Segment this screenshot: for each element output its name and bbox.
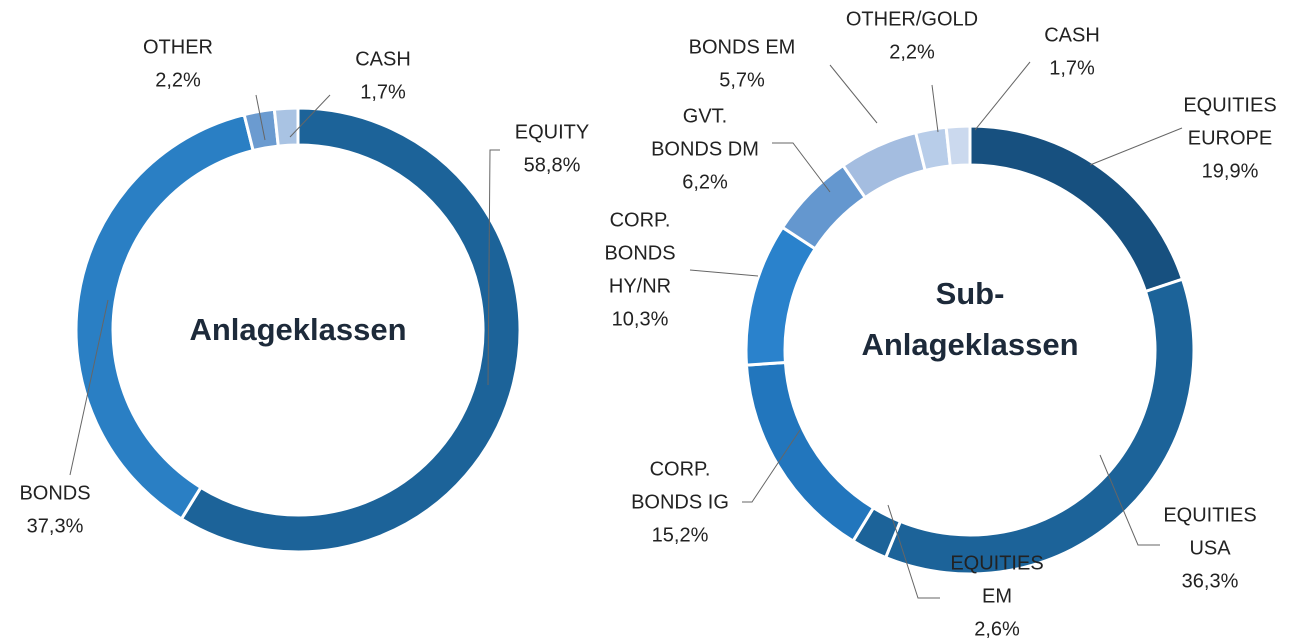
leader-line xyxy=(829,64,878,124)
slice-label: BONDS EM xyxy=(689,36,796,58)
slice-label: CORP. xyxy=(650,458,711,480)
value-label: 1,7% xyxy=(1049,57,1095,79)
donut-slice xyxy=(968,124,1185,294)
donut-slice xyxy=(179,106,522,554)
value-label: 2,6% xyxy=(974,618,1020,640)
leader-line xyxy=(772,142,831,193)
value-label: 15,2% xyxy=(652,524,709,546)
slice-label: EQUITIES xyxy=(1163,504,1256,526)
slice-label: BONDS xyxy=(19,482,90,504)
leader-line xyxy=(689,269,759,277)
slice-label: OTHER/GOLD xyxy=(846,8,978,30)
value-label: 19,9% xyxy=(1202,160,1259,182)
slice-label: CASH xyxy=(1044,24,1100,46)
leader-line xyxy=(255,94,266,141)
value-label: 36,3% xyxy=(1182,570,1239,592)
chart-title: Anlageklassen xyxy=(189,312,406,347)
slice-label: BONDS DM xyxy=(651,138,759,160)
leader-line xyxy=(931,84,939,133)
chart-title: Anlageklassen xyxy=(861,327,1078,362)
slice-label: CORP. xyxy=(610,209,671,231)
slice-label: EQUITIES xyxy=(950,552,1043,574)
leader-line xyxy=(1099,454,1160,546)
slice-label: EUROPE xyxy=(1188,127,1272,149)
donut-slice xyxy=(944,124,972,168)
donut-slice xyxy=(272,106,300,148)
slice-label: GVT. xyxy=(683,105,727,127)
value-label: 10,3% xyxy=(612,308,669,330)
leader-line xyxy=(742,429,801,503)
leader-line xyxy=(1089,127,1183,166)
value-label: 2,2% xyxy=(889,41,935,63)
slice-label: USA xyxy=(1189,537,1231,559)
value-label: 1,7% xyxy=(360,81,406,103)
slice-label: OTHER xyxy=(143,36,213,58)
slice-label: HY/NR xyxy=(609,275,671,297)
slice-label: EQUITY xyxy=(515,121,589,143)
slice-label: EM xyxy=(982,585,1012,607)
value-label: 58,8% xyxy=(524,154,581,176)
value-label: 6,2% xyxy=(682,171,728,193)
leader-line xyxy=(487,149,500,386)
leader-line xyxy=(887,504,940,599)
slice-label: BONDS IG xyxy=(631,491,729,513)
value-label: 37,3% xyxy=(27,515,84,537)
leader-line xyxy=(69,299,109,476)
chart-title: Sub- xyxy=(936,276,1005,311)
slice-label: CASH xyxy=(355,48,411,70)
slice-label: EQUITIES xyxy=(1183,94,1276,116)
donut-slice xyxy=(744,360,876,544)
donut-slice xyxy=(744,225,818,367)
leader-line xyxy=(289,94,331,138)
leader-line xyxy=(974,61,1031,131)
donut-slice xyxy=(883,277,1196,576)
value-label: 2,2% xyxy=(155,69,201,91)
slice-label: BONDS xyxy=(604,242,675,264)
value-label: 5,7% xyxy=(719,69,765,91)
